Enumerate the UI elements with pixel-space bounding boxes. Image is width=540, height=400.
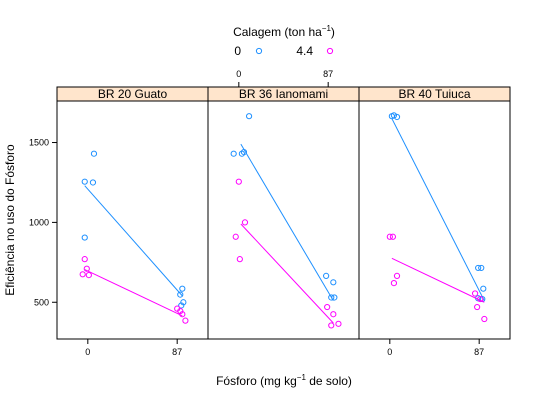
data-point [89,179,97,186]
data-point [245,113,253,120]
x-tick-label: 0 [236,69,241,79]
data-point [90,150,98,157]
y-tick-label: 1500 [29,138,49,148]
legend: Calagem (ton ha−1) 0 4.4 [233,24,335,58]
data-point [475,264,482,272]
fit-line [391,257,485,303]
data-point [389,233,396,240]
data-point [240,149,248,156]
strip-label: BR 20 Guato [98,87,168,101]
data-point [179,285,186,292]
panel-3: BR 40 Tuiuca 0 87 [358,86,511,357]
data-point [241,219,249,226]
data-point [471,290,479,297]
data-point [386,233,393,240]
x-axis-label: Fósforo (mg kg−1 de solo) [216,373,352,388]
strip-label: BR 36 Ianomami [239,87,328,101]
legend-marker-0 [255,47,263,55]
x-tick-label: 87 [474,347,484,357]
x-tick-label: 0 [387,347,392,357]
data-point [182,317,189,324]
data-point [83,265,90,272]
x-tick-label: 0 [85,347,90,357]
x-tick-label: 87 [323,69,333,79]
y-axis-label: Eficiência no uso do Fósforo [3,144,17,296]
fit-line [240,223,334,324]
data-point [324,303,331,311]
data-point [390,112,398,119]
data-point [81,178,88,185]
data-point [474,303,481,311]
fit-line [391,118,485,301]
panel-frame [207,100,360,340]
panel-frame [358,100,511,340]
data-point [331,294,338,301]
legend-label-1: 4.4 [296,44,313,58]
legend-label-0: 0 [234,44,241,58]
fit-line [84,185,183,297]
data-point [480,285,487,292]
data-point [481,315,488,323]
x-tick-label: 87 [172,347,182,357]
series-calagem-0 [388,112,487,303]
fit-line [84,269,183,317]
data-point [478,264,485,272]
data-point [330,279,337,286]
data-point [393,113,401,121]
data-point [323,272,330,280]
panel-1: BR 20 Guato 0 87 500 1000 1500 [29,86,209,357]
series-calagem-4-4 [79,256,189,324]
panel-2: BR 36 Ianomami 0 87 [207,69,360,340]
series-calagem-4-4 [386,233,488,323]
data-point [79,271,86,278]
legend-marker-1 [326,47,334,55]
data-point [230,150,237,157]
legend-title: Calagem (ton ha−1) [233,24,335,39]
data-point [85,272,92,279]
data-point [328,294,335,301]
data-point [232,233,239,240]
plot-area: BR 20 Guato 0 87 500 1000 1500 BR 36 Ianomami 0… [29,69,511,357]
data-point [390,279,398,287]
y-tick-label: 500 [34,297,49,307]
data-point [179,311,186,318]
data-point [328,322,335,329]
fit-line [240,143,334,301]
data-point [477,295,484,303]
data-point [81,234,88,241]
data-point [393,272,401,280]
data-point [235,178,242,185]
data-point [178,302,185,309]
strip-label: BR 40 Tuiuca [398,87,470,101]
y-tick-label: 1000 [29,217,49,227]
series-calagem-4-4 [232,178,342,329]
data-point [330,311,337,318]
data-point [236,256,243,263]
data-point [177,291,184,298]
series-calagem-0 [230,113,338,301]
series-calagem-0 [81,150,187,309]
data-point [81,256,88,263]
data-point [335,320,342,327]
